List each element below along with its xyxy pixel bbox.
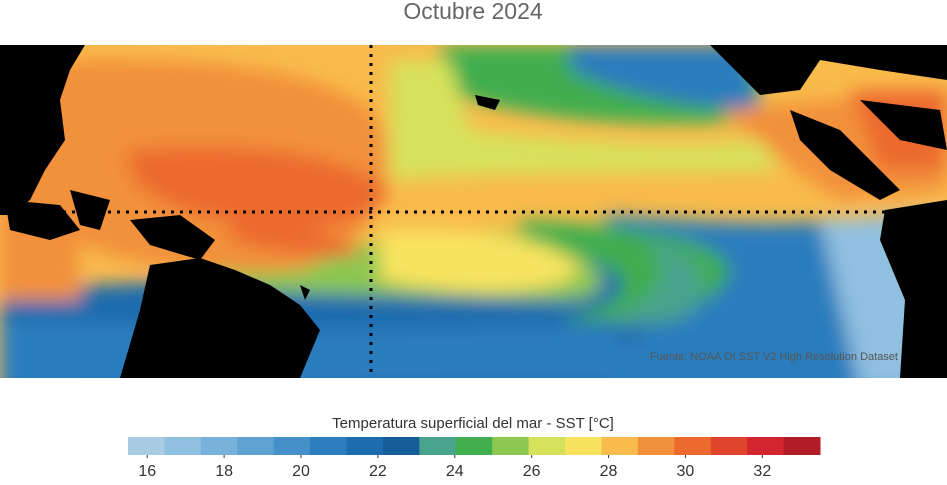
- colorbar-bin: [637, 437, 675, 455]
- colorbar-tick-label: 18: [215, 463, 233, 480]
- colorbar-bin: [164, 437, 202, 455]
- colorbar-bin: [528, 437, 566, 455]
- colorbar-bin: [601, 437, 639, 455]
- colorbar: 16 18 20 22 24 26 28 30 32: [128, 437, 821, 480]
- sst-map: Fuente: NOAA OI SST V2 High Resolution D…: [0, 45, 947, 378]
- colorbar-bin: [419, 437, 457, 455]
- colorbar-bin: [492, 437, 530, 455]
- colorbar-tick-label: 16: [138, 463, 156, 480]
- colorbar-tick-label: 30: [677, 463, 695, 480]
- colorbar-bin: [674, 437, 712, 455]
- colorbar-bin: [200, 437, 238, 455]
- colorbar-bin: [710, 437, 748, 455]
- colorbar-tick-label: 28: [600, 463, 618, 480]
- colorbar-tick-label: 32: [753, 463, 771, 480]
- colorbar-bin: [310, 437, 348, 455]
- colorbar-bin: [747, 437, 785, 455]
- colorbar-tick-label: 22: [369, 463, 387, 480]
- colorbar-bin: [237, 437, 275, 455]
- colorbar-label: Temperatura superficial del mar - SST [°…: [332, 415, 614, 432]
- colorbar-bin: [128, 437, 165, 455]
- colorbar-bin: [273, 437, 311, 455]
- colorbar-bin: [382, 437, 420, 455]
- colorbar-bin: [346, 437, 384, 455]
- colorbar-bin: [565, 437, 602, 455]
- colorbar-tick-label: 20: [292, 463, 310, 480]
- colorbar-bin: [455, 437, 493, 455]
- title: Octubre 2024: [403, 0, 543, 24]
- colorbar-tick-label: 24: [446, 463, 464, 480]
- source-note: Fuente: NOAA OI SST V2 High Resolution D…: [650, 351, 898, 363]
- colorbar-bin: [783, 437, 821, 455]
- colorbar-tick-label: 26: [523, 463, 541, 480]
